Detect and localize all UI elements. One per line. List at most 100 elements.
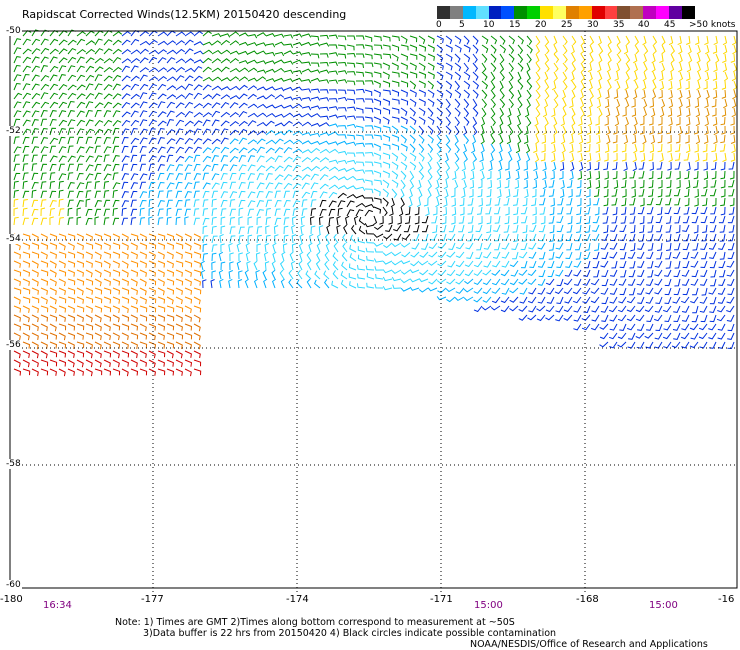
- wind-barb: [166, 216, 172, 226]
- wind-barb: [634, 35, 640, 46]
- wind-barb: [624, 89, 629, 100]
- wind-barb: [486, 224, 492, 234]
- wind-barb: [274, 77, 285, 82]
- wind-barb: [631, 134, 637, 144]
- wind-barb: [112, 136, 120, 145]
- wind-barb: [694, 98, 700, 108]
- wind-barb: [436, 44, 444, 54]
- wind-barb: [682, 278, 690, 286]
- wind-barb: [85, 48, 95, 55]
- wind-barb: [609, 323, 618, 331]
- wind-barb: [355, 209, 364, 217]
- wind-barb: [382, 89, 391, 96]
- wind-barb: [265, 129, 275, 136]
- wind-barb: [319, 115, 329, 121]
- wind-barb: [499, 98, 506, 108]
- wind-barb: [94, 181, 100, 190]
- wind-barb: [94, 260, 103, 268]
- wind-barb: [175, 102, 185, 109]
- wind-barb: [391, 116, 400, 123]
- wind-barb: [700, 215, 708, 224]
- wind-barb: [103, 154, 110, 163]
- wind-barb: [58, 136, 66, 145]
- wind-barb: [85, 92, 95, 100]
- wind-barb: [103, 296, 112, 304]
- wind-barb: [681, 323, 690, 331]
- wind-barb: [112, 172, 119, 181]
- wind-barb: [292, 200, 301, 208]
- wind-barb: [666, 242, 672, 251]
- wind-barb: [568, 188, 573, 198]
- wind-barb: [560, 179, 565, 190]
- wind-barb: [660, 98, 666, 109]
- wind-barb: [247, 85, 258, 91]
- wind-barb: [455, 260, 465, 268]
- wind-barb: [615, 107, 620, 118]
- wind-barb: [256, 138, 266, 145]
- wind-barb: [501, 278, 510, 286]
- wind-barb: [13, 74, 22, 82]
- wind-barb: [686, 35, 691, 45]
- wind-barb: [490, 125, 495, 136]
- wind-barb: [247, 173, 255, 181]
- wind-barb: [596, 134, 601, 144]
- wind-barb: [446, 278, 456, 285]
- wind-barb: [67, 155, 76, 163]
- wind-barb: [607, 53, 612, 64]
- wind-barb: [121, 145, 129, 154]
- wind-barb: [229, 164, 238, 172]
- wind-barb: [622, 188, 627, 198]
- wind-barb: [542, 161, 547, 172]
- wind-barb: [49, 190, 57, 199]
- wind-barb: [616, 80, 621, 91]
- wind-barb: [664, 278, 672, 287]
- wind-barb: [148, 332, 156, 341]
- wind-barb: [292, 190, 299, 199]
- wind-barb: [175, 269, 183, 277]
- wind-barb: [543, 98, 549, 109]
- wind-barb: [713, 35, 718, 46]
- wind-barb: [175, 305, 184, 313]
- lon-label: -174: [286, 594, 309, 605]
- wind-barb: [328, 217, 334, 226]
- wind-barb: [103, 190, 110, 199]
- wind-barb: [283, 112, 294, 118]
- wind-barb: [103, 314, 112, 322]
- wind-barb: [655, 197, 663, 206]
- wind-barb: [551, 80, 557, 91]
- wind-barb: [647, 224, 654, 233]
- wind-barb: [220, 101, 230, 109]
- wind-barb: [555, 269, 564, 277]
- wind-barb: [391, 134, 400, 142]
- wind-barb: [121, 58, 132, 64]
- wind-barb: [94, 323, 102, 331]
- wind-barb: [166, 278, 175, 286]
- wind-barb: [130, 137, 140, 145]
- wind-barb: [148, 92, 157, 100]
- wind-barb: [709, 296, 717, 305]
- wind-barb: [635, 332, 645, 339]
- wind-barb: [328, 148, 339, 154]
- wind-barb: [534, 116, 539, 127]
- wind-barb: [220, 155, 228, 163]
- wind-barb: [184, 359, 193, 367]
- wind-barb: [657, 188, 663, 198]
- wind-barb: [720, 161, 726, 171]
- wind-barb: [526, 71, 531, 82]
- wind-barb: [85, 305, 93, 313]
- wind-barb: [279, 269, 285, 280]
- wind-barb: [591, 233, 600, 241]
- wind-barb: [103, 199, 111, 208]
- wind-barb: [58, 74, 66, 82]
- wind-barb: [591, 305, 600, 313]
- wind-barb: [157, 111, 167, 118]
- wind-barb: [486, 170, 492, 180]
- wind-barb: [678, 53, 683, 64]
- wind-barb: [409, 89, 417, 98]
- wind-barb: [67, 145, 74, 154]
- wind-barb: [58, 314, 66, 322]
- wind-barb: [732, 89, 737, 100]
- wind-barb: [85, 83, 94, 91]
- wind-barb: [157, 269, 165, 277]
- wind-barb: [534, 152, 540, 163]
